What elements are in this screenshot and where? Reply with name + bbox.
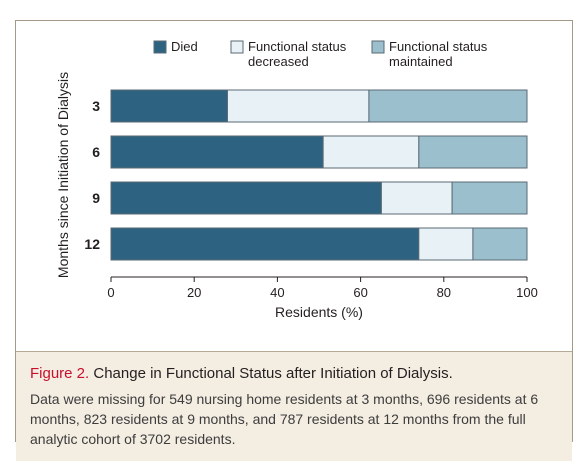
x-tick-label-100: 100	[516, 285, 538, 300]
x-tick-label-60: 60	[353, 285, 367, 300]
legend-swatch-2	[371, 40, 385, 54]
category-label-3: 3	[92, 98, 100, 114]
bar-3-series-0	[110, 89, 228, 123]
caption-body: Data were missing for 549 nursing home r…	[30, 391, 539, 447]
figure-label: Figure 2.	[30, 365, 90, 382]
legend-swatch-1	[230, 40, 244, 54]
bar-12-series-0	[110, 227, 420, 261]
x-axis-title: Residents (%)	[275, 304, 363, 320]
bar-6-series-2	[418, 135, 528, 169]
legend-swatch-0	[153, 40, 167, 54]
bar-12-series-2	[472, 227, 528, 261]
x-tick-label-0: 0	[107, 285, 114, 300]
category-label-6: 6	[92, 144, 100, 160]
x-tick-label-80: 80	[437, 285, 451, 300]
bar-9-series-2	[451, 181, 528, 215]
bar-9-series-1	[380, 181, 453, 215]
category-label-12: 12	[84, 236, 100, 252]
bar-6-series-1	[322, 135, 420, 169]
caption-title: Figure 2. Change in Functional Status af…	[30, 364, 558, 383]
stacked-bar-chart: Died Functional statusdecreasedFunctional…	[55, 39, 538, 320]
x-tick-label-20: 20	[187, 285, 201, 300]
bar-9-series-0	[110, 181, 382, 215]
bar-6-series-0	[110, 135, 324, 169]
bar-3-series-2	[368, 89, 528, 123]
legend-label-1-0: Functional status	[248, 39, 347, 54]
figure-panel: Died Functional status decreased Functional…	[15, 20, 573, 461]
bar-12-series-1	[418, 227, 474, 261]
legend-label-0-0: Died	[171, 39, 198, 54]
figure-title: Change in Functional Status after Initia…	[93, 365, 453, 382]
y-axis-title: Months since Initiation of Dialysis	[55, 72, 71, 278]
legend-label-1-1: decreased	[248, 54, 309, 69]
x-tick-label-40: 40	[270, 285, 284, 300]
legend-label-2-0: Functional status	[389, 39, 488, 54]
legend-label-2-1: maintained	[389, 54, 453, 69]
category-label-9: 9	[92, 190, 100, 206]
bar-3-series-1	[226, 89, 370, 123]
figure-caption: Figure 2. Change in Functional Status af…	[16, 351, 572, 461]
